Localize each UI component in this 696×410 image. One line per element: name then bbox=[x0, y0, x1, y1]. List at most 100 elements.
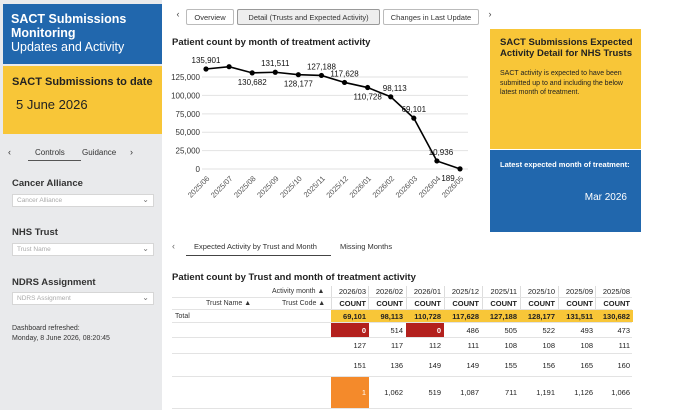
table-cell: 0 bbox=[331, 323, 369, 337]
measure-header: COUNT bbox=[482, 298, 520, 309]
trust-name-header[interactable]: Trust Name ▲ bbox=[206, 300, 252, 307]
month-header[interactable]: 2025/08 bbox=[595, 286, 633, 297]
chevron-down-icon: ⌄ bbox=[142, 195, 149, 204]
month-header[interactable]: 2026/02 bbox=[368, 286, 406, 297]
tab-guidance[interactable]: Guidance bbox=[82, 148, 117, 157]
table-cell: 111 bbox=[467, 341, 479, 350]
data-point bbox=[249, 70, 255, 76]
table-cell: 1,126 bbox=[574, 388, 593, 397]
title-line-3: Updates and Activity bbox=[11, 40, 125, 54]
month-header[interactable]: 2025/10 bbox=[520, 286, 558, 297]
x-tick-label: 2026/01 bbox=[348, 174, 374, 200]
table-row: 127 117 112 111 108 108 108 111 bbox=[172, 338, 632, 354]
data-point bbox=[411, 115, 417, 121]
page-next-icon[interactable]: › bbox=[488, 9, 492, 19]
latest-month-label: Latest expected month of treatment: bbox=[500, 160, 630, 169]
table-cell: 1,062 bbox=[384, 388, 403, 397]
data-label: 127,188 bbox=[307, 62, 336, 71]
total-cell: 131,511 bbox=[558, 310, 596, 322]
page-prev-icon[interactable]: ‹ bbox=[176, 9, 180, 19]
info-panel: SACT Submissions Expected Activity Detai… bbox=[490, 29, 641, 149]
table-header-measure: Trust Name ▲ Trust Code ▲ COUNT COUNT COUNT C… bbox=[172, 298, 632, 310]
ndrs-assignment-dropdown[interactable]: NDRS Assignment ⌄ bbox=[12, 292, 154, 305]
table-cell: 1,191 bbox=[536, 388, 555, 397]
tab-detail[interactable]: Detail (Trusts and Expected Activity) bbox=[237, 9, 380, 25]
month-header[interactable]: 2025/09 bbox=[558, 286, 596, 297]
data-point bbox=[295, 72, 301, 78]
activity-month-header[interactable]: Activity month ▲ bbox=[272, 288, 325, 295]
info-heading: SACT Submissions Expected Activity Detai… bbox=[500, 37, 633, 59]
data-label: 128,177 bbox=[284, 80, 313, 89]
tab-missing-months[interactable]: Missing Months bbox=[340, 242, 393, 251]
submissions-date-box: SACT Submissions to date 5 June 2026 bbox=[3, 66, 162, 134]
data-label: 117,628 bbox=[330, 69, 359, 78]
data-point bbox=[318, 72, 325, 79]
patient-count-chart: 0 25,000 50,000 75,000 100,000 125,000 135,901… bbox=[171, 56, 468, 200]
table-cell: 108 bbox=[580, 341, 593, 350]
chevron-down-icon: ⌄ bbox=[142, 244, 149, 253]
table-cell: 514 bbox=[390, 325, 403, 335]
total-label: Total bbox=[175, 312, 190, 320]
table-row: 0 514 0 486 505 522 493 473 bbox=[172, 323, 632, 338]
refresh-info: Dashboard refreshed: Monday, 8 June 2026… bbox=[12, 324, 110, 344]
table-cell: 505 bbox=[504, 325, 517, 335]
tab-changes[interactable]: Changes in Last Update bbox=[383, 9, 479, 25]
title-line-2: Monitoring bbox=[11, 26, 76, 40]
x-tick-label: 2026/04 bbox=[417, 174, 443, 200]
table-cell: 0 bbox=[406, 323, 444, 337]
table-row: 1 1,062 519 1,087 711 1,191 1,126 1,066 bbox=[172, 377, 632, 409]
chevron-left-icon[interactable]: ‹ bbox=[8, 147, 11, 157]
x-tick-label: 2026/03 bbox=[394, 174, 420, 200]
total-cell: 128,177 bbox=[520, 310, 558, 322]
cancer-alliance-label: Cancer Alliance bbox=[12, 178, 83, 189]
refresh-label: Dashboard refreshed: bbox=[12, 325, 80, 332]
table-cell: 486 bbox=[466, 325, 479, 335]
data-point bbox=[365, 84, 371, 91]
table-cell: 111 bbox=[618, 341, 630, 350]
data-point bbox=[341, 79, 348, 86]
month-header[interactable]: 2025/11 bbox=[482, 286, 520, 297]
tab-overview[interactable]: Overview bbox=[186, 9, 234, 25]
table-cell: 136 bbox=[390, 360, 403, 370]
data-point bbox=[226, 64, 232, 70]
data-label: 130,682 bbox=[238, 78, 267, 87]
sidebar-tabs: ‹ Controls Guidance › bbox=[8, 144, 158, 164]
cancer-alliance-dropdown[interactable]: Cancer Alliance ⌄ bbox=[12, 194, 154, 207]
nhs-trust-dropdown[interactable]: Trust Name ⌄ bbox=[12, 243, 154, 256]
x-tick-label: 2026/02 bbox=[371, 174, 397, 200]
total-cell: 127,188 bbox=[482, 310, 520, 322]
table-header-months: Activity month ▲ 2026/03 2026/02 2026/01 202… bbox=[172, 286, 632, 298]
tab-controls[interactable]: Controls bbox=[35, 148, 65, 157]
data-label: 110,728 bbox=[353, 93, 382, 102]
table-cell: 149 bbox=[466, 360, 479, 370]
measure-header: COUNT bbox=[406, 298, 444, 309]
data-point bbox=[457, 166, 463, 172]
data-label: 189 bbox=[441, 174, 455, 183]
y-tick-label: 75,000 bbox=[176, 110, 201, 119]
month-header[interactable]: 2026/01 bbox=[406, 286, 444, 297]
active-tab-underline bbox=[28, 160, 81, 161]
x-tick-label: 2025/06 bbox=[186, 174, 212, 200]
latest-month-panel: Latest expected month of treatment: Mar … bbox=[490, 150, 641, 232]
month-header[interactable]: 2026/03 bbox=[331, 286, 369, 297]
latest-month-value: Mar 2026 bbox=[584, 192, 627, 203]
trust-code-header[interactable]: Trust Code ▲ bbox=[282, 300, 326, 307]
table-cell: 711 bbox=[505, 388, 517, 397]
total-cell: 110,728 bbox=[406, 310, 444, 322]
total-cell: 69,101 bbox=[331, 310, 369, 322]
table-total-row: Total 69,101 98,113 110,728 117,628 127,188 12… bbox=[172, 310, 633, 323]
month-header[interactable]: 2025/12 bbox=[444, 286, 482, 297]
chevron-left-icon[interactable]: ‹ bbox=[172, 241, 175, 251]
table-cell: 522 bbox=[542, 325, 555, 335]
table-cell: 112 bbox=[429, 341, 441, 350]
x-tick-label: 2025/10 bbox=[278, 174, 304, 200]
data-point bbox=[272, 69, 278, 75]
x-tick-label: 2025/11 bbox=[302, 174, 327, 199]
sidebar: SACT Submissions Monitoring Updates and … bbox=[0, 0, 162, 410]
table-row: 151 136 149 149 155 156 165 160 bbox=[172, 354, 632, 377]
tab-expected-activity[interactable]: Expected Activity by Trust and Month bbox=[194, 242, 317, 251]
chevron-right-icon[interactable]: › bbox=[130, 147, 133, 157]
nhs-trust-label: NHS Trust bbox=[12, 227, 58, 238]
table-cell: 165 bbox=[580, 360, 593, 370]
data-point bbox=[434, 158, 440, 164]
